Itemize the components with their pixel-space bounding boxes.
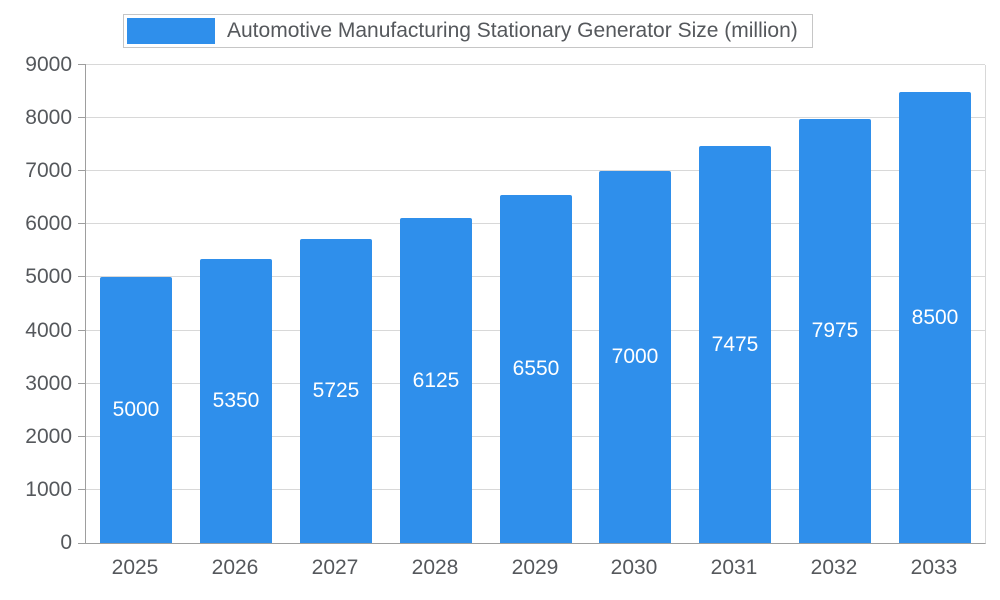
bar — [100, 277, 172, 543]
bar — [200, 259, 272, 543]
y-axis-label: 0 — [60, 531, 72, 554]
gridline — [86, 64, 985, 65]
x-axis: 2025 2026 2027 2028 2029 2030 2031 2032 2033 — [85, 555, 984, 585]
gridline — [86, 170, 985, 171]
y-axis-label: 2000 — [25, 425, 72, 448]
y-tick — [78, 383, 86, 384]
bar — [899, 92, 971, 543]
x-axis-label: 2026 — [211, 556, 259, 579]
x-axis-label: 2032 — [810, 556, 858, 579]
bar — [799, 119, 871, 543]
y-tick — [78, 223, 86, 224]
x-axis-label: 2033 — [910, 556, 958, 579]
y-tick — [78, 64, 86, 65]
y-tick — [78, 170, 86, 171]
y-tick — [78, 117, 86, 118]
y-axis-label: 6000 — [25, 212, 72, 235]
bar — [300, 239, 372, 543]
x-axis-label: 2028 — [411, 556, 459, 579]
bar — [599, 171, 671, 543]
chart-title: Automotive Manufacturing Stationary Gene… — [227, 19, 798, 42]
x-axis-label: 2031 — [710, 556, 758, 579]
y-tick — [78, 330, 86, 331]
x-axis-label: 2025 — [111, 556, 159, 579]
y-tick — [78, 276, 86, 277]
y-axis-label: 1000 — [25, 478, 72, 501]
bar — [500, 195, 572, 543]
legend-swatch — [127, 18, 215, 44]
y-axis-label: 7000 — [25, 159, 72, 182]
bar — [699, 146, 771, 543]
y-axis-label: 4000 — [25, 319, 72, 342]
x-axis-label: 2030 — [610, 556, 658, 579]
y-tick — [78, 543, 86, 544]
legend: Automotive Manufacturing Stationary Gene… — [123, 14, 813, 48]
y-tick — [78, 489, 86, 490]
y-axis-label: 3000 — [25, 372, 72, 395]
plot-area: 5000 5350 5725 6125 6550 7000 7475 7975 8500 — [78, 64, 986, 544]
gridline — [86, 117, 985, 118]
bar — [400, 218, 472, 543]
x-axis-label: 2029 — [511, 556, 559, 579]
y-axis-label: 9000 — [25, 53, 72, 76]
x-axis-label: 2027 — [311, 556, 359, 579]
y-tick — [78, 436, 86, 437]
y-axis-label: 5000 — [25, 265, 72, 288]
y-axis-label: 8000 — [25, 106, 72, 129]
